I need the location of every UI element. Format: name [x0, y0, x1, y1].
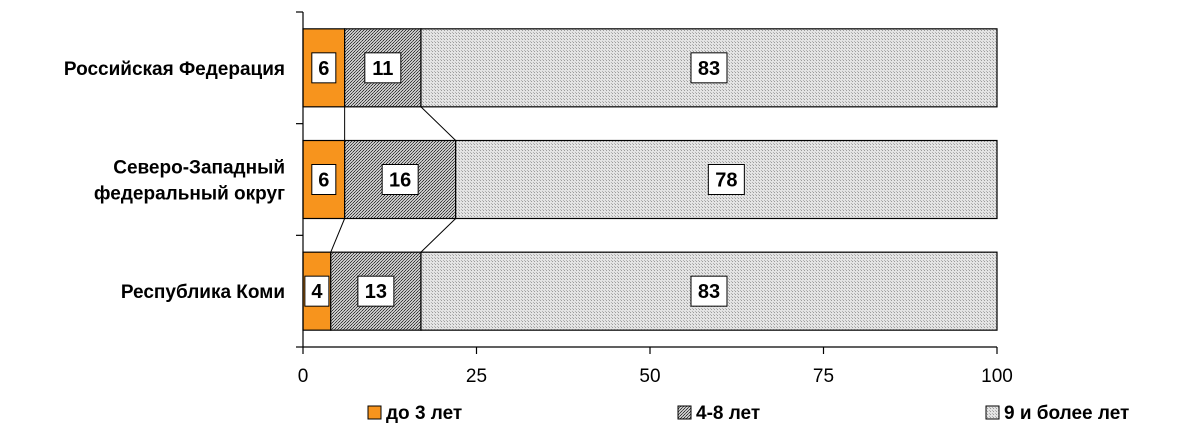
category-label: Российская Федерация — [64, 59, 285, 80]
x-tick-label: 100 — [981, 366, 1013, 387]
data-label-box — [690, 275, 728, 307]
legend-swatch — [985, 405, 1000, 420]
connector-line — [420, 106, 457, 141]
data-label: 11 — [372, 58, 393, 80]
data-label: 78 — [715, 170, 737, 192]
category-label: Республика Коми — [121, 282, 285, 303]
data-label-box — [381, 164, 419, 195]
series-connector-lines — [330, 106, 457, 253]
legend-swatch — [367, 405, 382, 420]
data-label: 6 — [318, 58, 329, 80]
data-label-box — [364, 52, 402, 84]
data-label-box — [311, 52, 337, 84]
data-label: 16 — [389, 170, 411, 192]
legend: до 3 лет 4-8 лет 9 и более лет — [367, 403, 1129, 424]
category-labels: Российская Федерация Северо-Западный федер… — [64, 59, 285, 303]
category-label-line: Республика Коми — [121, 282, 285, 303]
data-label-box — [707, 164, 745, 195]
legend-swatch — [677, 405, 692, 420]
legend-label: до 3 лет — [386, 403, 462, 424]
data-label-box — [304, 275, 330, 307]
data-label: 6 — [318, 170, 329, 192]
data-label-box — [357, 275, 395, 307]
category-label-line: Российская Федерация — [64, 59, 285, 80]
data-labels: 6 11 83 6 16 78 4 13 83 — [304, 52, 745, 307]
x-tick-label: 25 — [466, 366, 487, 387]
legend-label: 9 и более лет — [1004, 403, 1129, 424]
axes: 0 25 50 75 100 — [296, 11, 1013, 387]
category-label-line: федеральный округ — [94, 184, 285, 205]
legend-label: 4-8 лет — [696, 403, 760, 424]
x-tick-label: 50 — [639, 366, 660, 387]
connector-line — [330, 218, 346, 253]
data-label: 4 — [311, 281, 323, 303]
x-tick-label: 75 — [813, 366, 834, 387]
category-label-line: Северо-Западный — [113, 158, 285, 179]
category-label: Северо-Западный федеральный округ — [94, 158, 285, 205]
data-label: 83 — [698, 281, 720, 303]
data-label: 13 — [365, 281, 387, 303]
data-label: 83 — [698, 58, 720, 80]
data-label-box — [690, 52, 728, 84]
data-label-box — [311, 164, 337, 195]
connector-line — [420, 218, 457, 253]
x-tick-label: 0 — [298, 366, 309, 387]
